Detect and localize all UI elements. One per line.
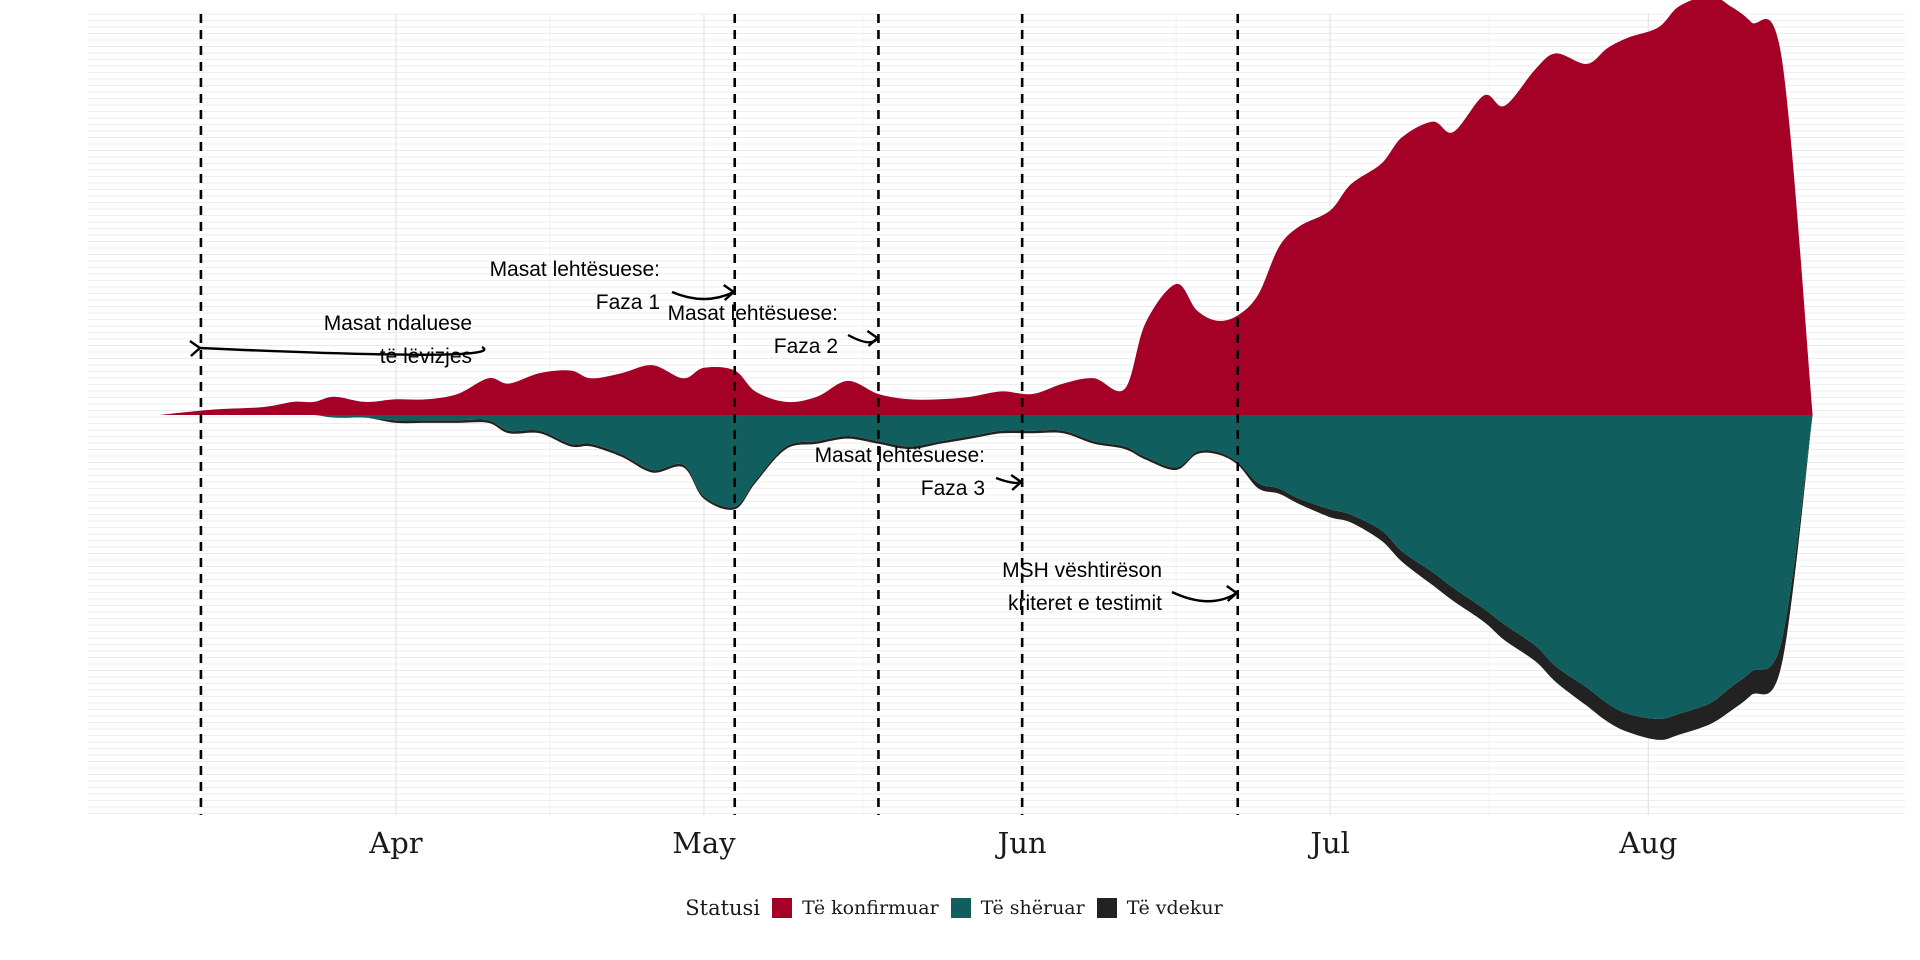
event-label-line2: të lëvizjes xyxy=(380,345,472,368)
event-label-line2: Faza 2 xyxy=(774,335,838,358)
x-tick-label: May xyxy=(672,826,736,860)
event-label-line1: MSH vështirëson xyxy=(1002,559,1162,582)
event-label-line2: Faza 1 xyxy=(596,291,660,314)
area-confirmed xyxy=(159,0,1813,415)
legend-swatch-confirmed xyxy=(772,898,793,918)
legend: Statusi Të konfirmuar Të shëruar Të vdek… xyxy=(0,896,1920,920)
legend-item-deaths: Të vdekur xyxy=(1096,897,1223,919)
event-label-line1: Masat lehtësuese: xyxy=(490,258,660,281)
area-recovered xyxy=(159,414,1813,719)
event-label-line1: Masat ndaluese xyxy=(324,312,472,335)
legend-label-confirmed: Të konfirmuar xyxy=(802,897,939,919)
event-label-line1: Masat lehtësuese: xyxy=(668,302,838,325)
event-arrowhead xyxy=(189,340,202,357)
legend-swatch-recovered xyxy=(950,898,971,918)
x-tick-label: Apr xyxy=(368,826,423,860)
legend-title: Statusi xyxy=(685,896,761,920)
event-label-line2: kriteret e testimit xyxy=(1008,592,1162,615)
legend-label-deaths: Të vdekur xyxy=(1126,897,1223,919)
x-tick-label: Jul xyxy=(1307,826,1350,860)
stream-areas xyxy=(159,0,1813,740)
event-arrowhead xyxy=(866,330,879,347)
event-arrow xyxy=(671,290,735,301)
event-label-line2: Faza 3 xyxy=(921,477,985,500)
x-axis: Apr May Jun Jul Aug xyxy=(368,826,1677,860)
event-arrow xyxy=(1171,590,1238,603)
event-label-line1: Masat lehtësuese: xyxy=(815,444,985,467)
legend-swatch-deaths xyxy=(1096,898,1117,918)
legend-label-recovered: Të shëruar xyxy=(980,897,1085,919)
legend-item-recovered: Të shëruar xyxy=(950,897,1085,919)
x-tick-label: Jun xyxy=(995,826,1047,860)
event-annotations: Masat ndaluese të lëvizjes Masat lehtësues… xyxy=(189,258,1238,615)
event-arrowhead xyxy=(1010,474,1023,491)
x-tick-label: Aug xyxy=(1618,826,1677,860)
legend-item-confirmed: Të konfirmuar xyxy=(772,897,939,919)
event-arrowhead xyxy=(723,284,735,301)
streamgraph-chart: Masat ndaluese të lëvizjes Masat lehtësues… xyxy=(88,0,1905,860)
event-arrow xyxy=(199,345,486,356)
event-lines xyxy=(199,14,1240,815)
event-arrowhead xyxy=(1226,585,1238,602)
